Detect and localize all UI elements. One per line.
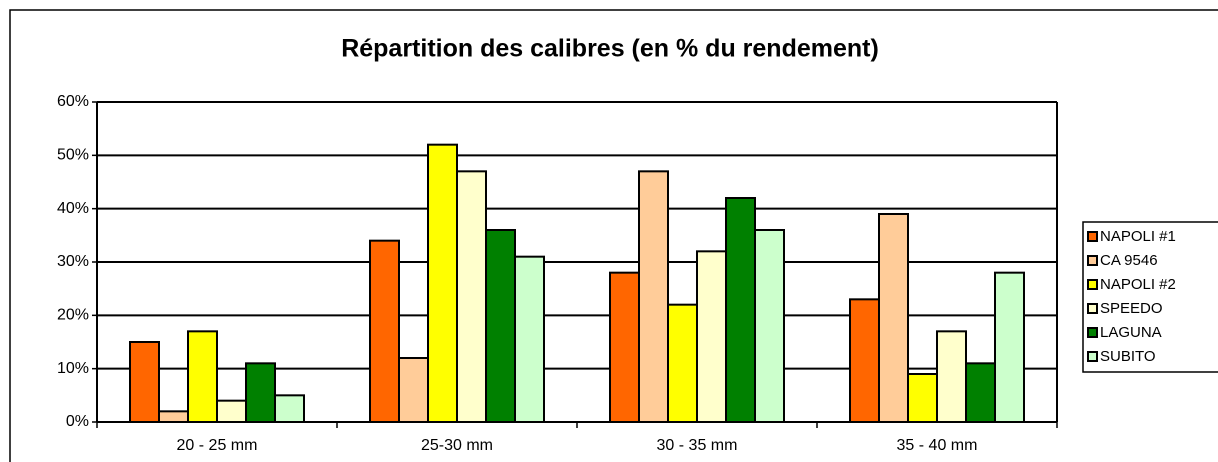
bar [158,410,189,424]
legend-swatch [1087,231,1098,242]
bar [936,330,967,424]
legend-box [1082,221,1218,373]
bar [427,143,458,424]
bar [725,197,756,423]
x-tick-label: 25-30 mm [421,437,493,454]
y-tick-label: 10% [57,360,89,377]
legend-swatch [1087,303,1098,314]
legend-swatch [1087,327,1098,338]
bar [274,394,305,424]
bar [965,362,996,424]
x-tick-label: 20 - 25 mm [177,437,258,454]
y-tick-label: 30% [57,253,89,270]
bar [216,399,247,423]
y-tick-label: 20% [57,307,89,324]
legend-swatch [1087,351,1098,362]
legend-swatch [1087,255,1098,266]
x-tick-label: 30 - 35 mm [657,437,738,454]
bar [245,362,276,424]
bar [696,250,727,423]
bar [667,303,698,423]
legend-swatch [1087,279,1098,290]
y-tick-label: 40% [57,200,89,217]
bar [398,357,429,423]
y-tick-label: 50% [57,147,89,164]
bar [514,255,545,423]
bar [878,213,909,423]
legend-label: LAGUNA [1100,324,1162,341]
chart-title: Répartition des calibres (en % du rendem… [341,35,879,63]
bar [369,239,400,423]
legend-label: SPEEDO [1100,300,1163,317]
bar [994,271,1025,423]
bar [129,341,160,423]
y-tick-label: 0% [66,413,89,430]
bar [754,229,785,423]
bar [849,298,880,424]
bar [907,373,938,423]
legend-label: NAPOLI #1 [1100,228,1176,245]
bar [638,170,669,423]
legend-label: NAPOLI #2 [1100,276,1176,293]
legend-label: SUBITO [1100,348,1156,365]
y-tick-label: 60% [57,93,89,110]
bar [187,330,218,424]
bar [456,170,487,423]
bar [609,271,640,423]
x-tick-label: 35 - 40 mm [897,437,978,454]
legend-label: CA 9546 [1100,252,1158,269]
bar [485,229,516,423]
